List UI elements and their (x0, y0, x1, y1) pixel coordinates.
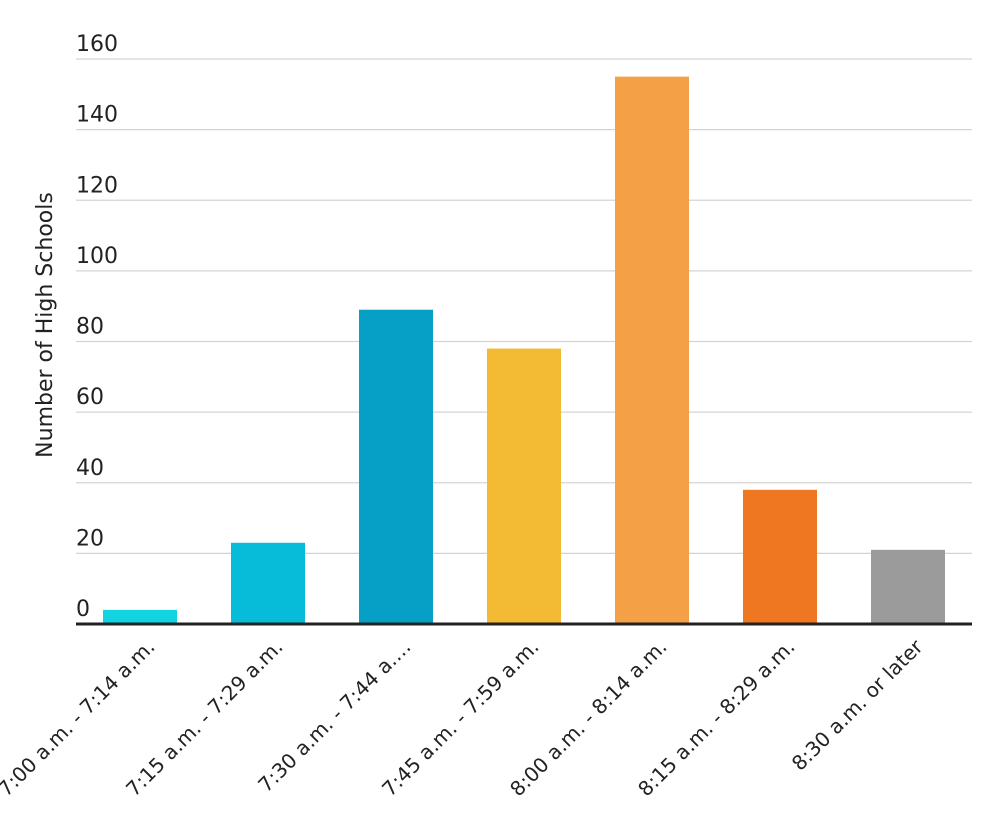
bar-1 (231, 542, 305, 624)
y-axis-ticks: 0 20 40 60 80 100 120 140 160 (76, 32, 118, 622)
y-tick-label: 80 (76, 315, 104, 340)
bar-4 (615, 76, 689, 624)
y-tick-label: 100 (76, 244, 118, 269)
bar-3 (487, 348, 561, 624)
y-tick-label: 40 (76, 456, 104, 481)
x-axis-labels: 7:00 a.m. - 7:14 a.m.7:15 a.m. - 7:29 a.… (0, 634, 928, 801)
y-tick-label: 120 (76, 173, 118, 198)
x-category-label: 8:30 a.m. or later (787, 634, 928, 775)
y-axis-title: Number of High Schools (33, 192, 58, 458)
y-tick-label: 160 (76, 32, 118, 57)
bar-0 (103, 609, 177, 624)
bars (103, 76, 945, 624)
y-tick-label: 140 (76, 103, 118, 128)
bar-2 (359, 309, 433, 624)
y-tick-label: 0 (76, 597, 90, 622)
y-tick-label: 60 (76, 385, 104, 410)
bar-5 (743, 489, 817, 624)
bar-6 (871, 549, 945, 624)
y-tick-label: 20 (76, 526, 104, 551)
